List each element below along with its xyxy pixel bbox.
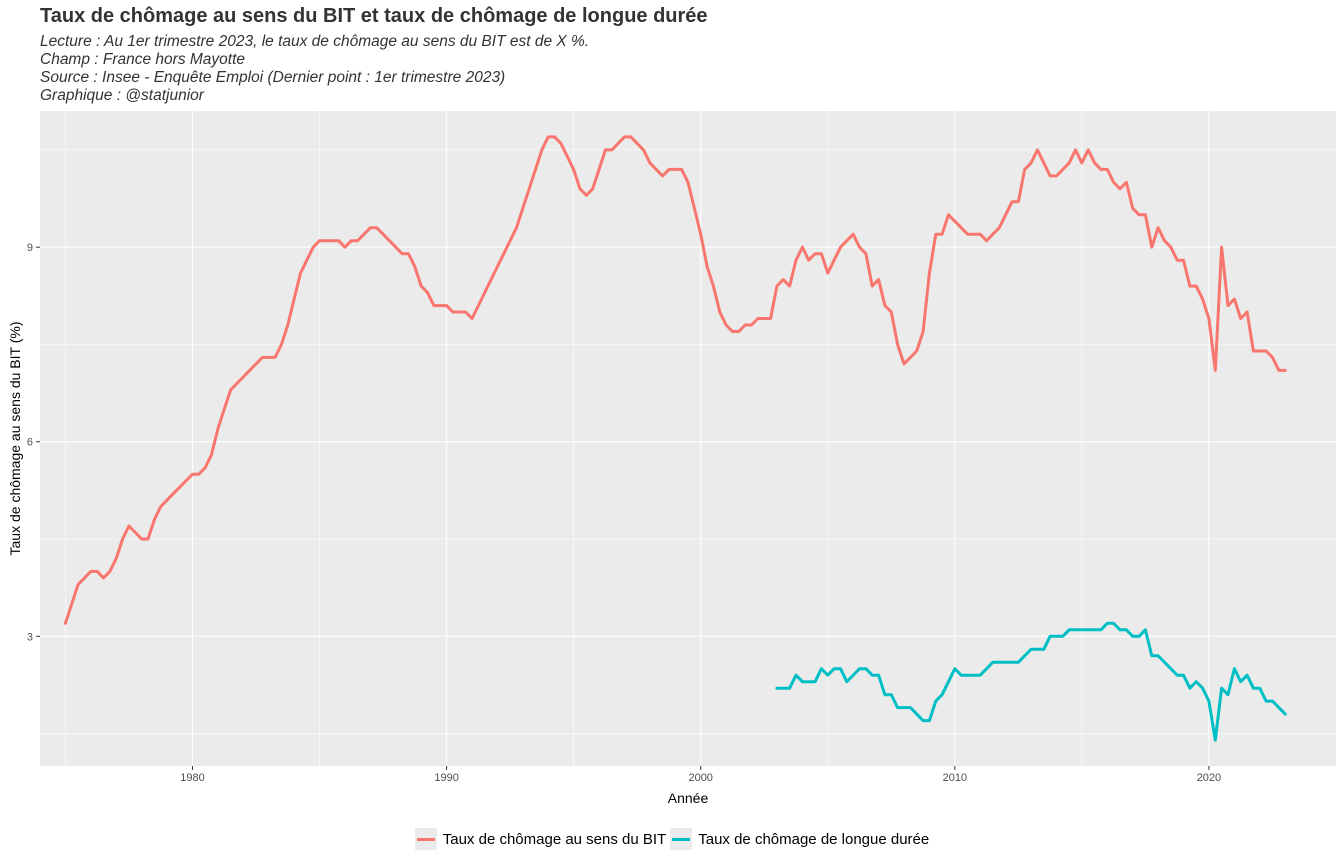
subtitle-line-source: Source : Insee - Enquête Emploi (Dernier… (40, 69, 506, 86)
legend-label-bit: Taux de chômage au sens du BIT (442, 830, 667, 848)
x-tick-label: 2010 (943, 772, 967, 784)
subtitle-line-lecture: Lecture : Au 1er trimestre 2023, le taux… (40, 33, 590, 50)
x-tick-label: 1980 (180, 772, 204, 784)
subtitle-line-champ: Champ : France hors Mayotte (40, 51, 246, 68)
x-tick-label: 1990 (434, 772, 458, 784)
series-line-longue-duree (775, 621, 1287, 742)
x-tick-label: 2020 (1197, 772, 1221, 784)
x-axis-label: Année (668, 790, 709, 806)
grid-lines (40, 111, 1336, 766)
y-tick-label: 6 (27, 437, 33, 449)
legend-item-bit: Taux de chômage au sens du BIT (414, 828, 667, 850)
legend-key-longue-duree (670, 828, 693, 850)
axis-ticks: 1980 1990 2000 2010 2020 3 6 9 (27, 242, 1221, 784)
chart-subtitle: Lecture : Au 1er trimestre 2023, le taux… (40, 33, 589, 105)
y-tick-label: 3 (27, 631, 33, 643)
legend-item-longue-duree: Taux de chômage de longue durée (670, 828, 929, 850)
legend: Taux de chômage au sens du BIT Taux de c… (0, 828, 1344, 850)
series-line-bit (63, 135, 1287, 625)
plot-panel (40, 111, 1336, 766)
x-tick-label: 2000 (688, 772, 712, 784)
legend-key-bit (414, 828, 437, 850)
subtitle-line-graphique: Graphique : @statjunior (40, 87, 204, 104)
chart-title: Taux de chômage au sens du BIT et taux d… (40, 5, 708, 27)
legend-label-longue-duree: Taux de chômage de longue durée (698, 830, 930, 848)
y-axis-label: Taux de chômage au sens du BIT (%) (7, 322, 23, 556)
series-lines (63, 135, 1287, 742)
y-tick-label: 9 (27, 242, 33, 254)
